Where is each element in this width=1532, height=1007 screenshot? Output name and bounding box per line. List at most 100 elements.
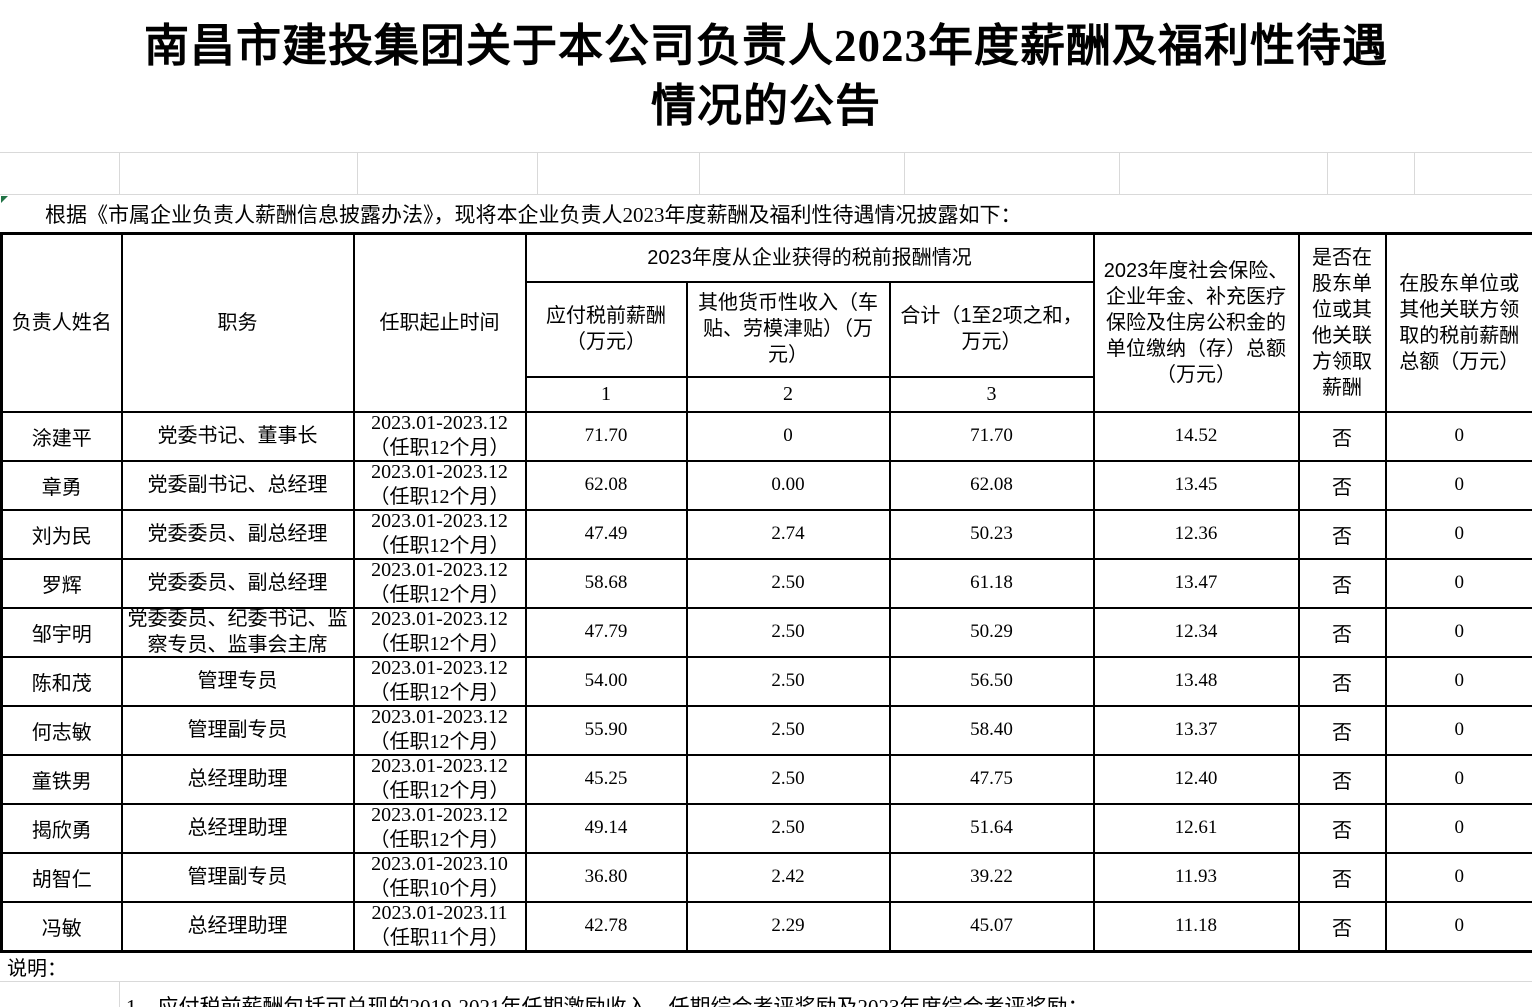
cell-shareholder-amount: 0: [1384, 704, 1532, 756]
cell-term: 2023.01-2023.12 （任职12个月）: [352, 557, 527, 609]
cell-shareholder-flag: 否: [1297, 410, 1387, 462]
empty-cell: [700, 153, 905, 194]
cell-shareholder-flag: 否: [1297, 655, 1387, 707]
cell-name: 邹宇明: [0, 606, 123, 658]
empty-cell: [120, 153, 358, 194]
table-row: 涂建平 党委书记、董事长 2023.01-2023.12 （任职12个月） 71.70…: [0, 410, 1532, 462]
cell-other-income: 0: [685, 410, 891, 462]
cell-total: 50.23: [888, 508, 1095, 560]
cell-name: 陈和茂: [0, 655, 123, 707]
cell-shareholder-amount: 0: [1384, 557, 1532, 609]
column-header-group-pretax: 2023年度从企业获得的税前报酬情况: [524, 232, 1095, 283]
cell-social-insurance: 11.93: [1092, 851, 1300, 903]
cell-total: 50.29: [888, 606, 1095, 658]
intro-text: 根据《市属企业负责人薪酬信息披露办法》，现将本企业负责人2023年度薪酬及福利性…: [45, 202, 1022, 227]
cell-term: 2023.01-2023.12 （任职12个月）: [352, 704, 527, 756]
cell-salary: 55.90: [524, 704, 688, 756]
cell-shareholder-flag: 否: [1297, 459, 1387, 511]
column-header-term: 任职起止时间: [352, 232, 527, 413]
table-row: 章勇 党委副书记、总经理 2023.01-2023.12 （任职12个月） 62.08…: [0, 459, 1532, 511]
cell-other-income: 2.50: [685, 557, 891, 609]
cell-social-insurance: 11.18: [1092, 900, 1300, 952]
cell-social-insurance: 13.45: [1092, 459, 1300, 511]
cell-other-income: 2.50: [685, 704, 891, 756]
cell-other-income: 2.42: [685, 851, 891, 903]
cell-shareholder-flag: 否: [1297, 606, 1387, 658]
column-header-other-income: 其他货币性收入（车贴、劳模津贴）（万元）: [685, 280, 891, 378]
column-header-total: 合计（1至2项之和，万元）: [888, 280, 1095, 378]
cell-position: 党委书记、董事长: [120, 410, 355, 462]
cell-shareholder-flag: 否: [1297, 851, 1387, 903]
cell-total: 58.40: [888, 704, 1095, 756]
cell-social-insurance: 13.47: [1092, 557, 1300, 609]
cell-social-insurance: 12.34: [1092, 606, 1300, 658]
cell-shareholder-amount: 0: [1384, 753, 1532, 805]
column-header-name: 负责人姓名: [0, 232, 123, 413]
cell-salary: 36.80: [524, 851, 688, 903]
column-header-social-insurance: 2023年度社会保险、企业年金、补充医疗保险及住房公积金的单位缴纳（存）总额（万…: [1092, 232, 1300, 413]
cell-total: 71.70: [888, 410, 1095, 462]
cell-salary: 54.00: [524, 655, 688, 707]
cell-social-insurance: 13.37: [1092, 704, 1300, 756]
cell-position: 党委委员、副总经理: [120, 557, 355, 609]
cell-social-insurance: 12.40: [1092, 753, 1300, 805]
cell-total: 51.64: [888, 802, 1095, 854]
empty-grid-row: [0, 152, 1532, 195]
cell-salary: 47.49: [524, 508, 688, 560]
cell-shareholder-flag: 否: [1297, 557, 1387, 609]
announcement-sheet: 负责人姓名 职务 任职起止时间 2023年度从企业获得的税前报酬情况 2023年…: [0, 232, 1532, 1007]
cell-term: 2023.01-2023.12 （任职12个月）: [352, 459, 527, 511]
cell-total: 39.22: [888, 851, 1095, 903]
table-row: 冯敏 总经理助理 2023.01-2023.11 （任职11个月） 42.78 2.29…: [0, 900, 1532, 952]
empty-cell: [0, 153, 120, 194]
cell-other-income: 2.50: [685, 753, 891, 805]
empty-cell: [358, 153, 538, 194]
cell-position: 总经理助理: [120, 753, 355, 805]
note-item-1: 1．应付税前薪酬包括可兑现的2019-2021年任期激励收入、任期综合考评奖励及…: [126, 994, 1089, 1007]
cell-position: 党委委员、纪委书记、监察专员、监事会主席: [120, 606, 355, 658]
cell-position: 总经理助理: [120, 900, 355, 952]
cell-other-income: 2.50: [685, 655, 891, 707]
cell-shareholder-flag: 否: [1297, 508, 1387, 560]
cell-total: 56.50: [888, 655, 1095, 707]
table-row: 陈和茂 管理专员 2023.01-2023.12 （任职12个月） 54.00 2.50…: [0, 655, 1532, 707]
cell-name: 刘为民: [0, 508, 123, 560]
table-row: 邹宇明 党委委员、纪委书记、监察专员、监事会主席 2023.01-2023.12 （…: [0, 606, 1532, 658]
notes-section: 说明： 1．应付税前薪酬包括可兑现的2019-2021年任期激励收入、任期综合考…: [0, 953, 1532, 1007]
cell-shareholder-amount: 0: [1384, 900, 1532, 952]
column-header-position: 职务: [120, 232, 355, 413]
cell-salary: 45.25: [524, 753, 688, 805]
cell-total: 62.08: [888, 459, 1095, 511]
cell-term: 2023.01-2023.11 （任职11个月）: [352, 900, 527, 952]
cell-position: 总经理助理: [120, 802, 355, 854]
cell-position: 党委副书记、总经理: [120, 459, 355, 511]
page-title-line1: 南昌市建投集团关于本公司负责人2023年度薪酬及福利性待遇: [143, 21, 1388, 71]
cell-name: 罗辉: [0, 557, 123, 609]
cell-shareholder-amount: 0: [1384, 851, 1532, 903]
cell-other-income: 0.00: [685, 459, 891, 511]
note-row: 1．应付税前薪酬包括可兑现的2019-2021年任期激励收入、任期综合考评奖励及…: [0, 981, 1532, 1007]
cell-shareholder-flag: 否: [1297, 900, 1387, 952]
cell-name: 胡智仁: [0, 851, 123, 903]
cell-salary: 71.70: [524, 410, 688, 462]
column-header-shareholder-flag: 是否在股东单位或其他关联方领取薪酬: [1297, 232, 1387, 413]
cell-name: 冯敏: [0, 900, 123, 952]
cell-position: 管理专员: [120, 655, 355, 707]
table-row: 罗辉 党委委员、副总经理 2023.01-2023.12 （任职12个月） 58.68…: [0, 557, 1532, 609]
table-row: 何志敏 管理副专员 2023.01-2023.12 （任职12个月） 55.90 2.5…: [0, 704, 1532, 756]
cell-name: 童铁男: [0, 753, 123, 805]
cell-shareholder-amount: 0: [1384, 655, 1532, 707]
cell-shareholder-amount: 0: [1384, 802, 1532, 854]
cell-position: 管理副专员: [120, 704, 355, 756]
cell-other-income: 2.74: [685, 508, 891, 560]
cell-name: 揭欣勇: [0, 802, 123, 854]
page-title-line2: 情况的公告: [650, 81, 881, 131]
cell-term: 2023.01-2023.12 （任职12个月）: [352, 753, 527, 805]
column-header-shareholder-amount: 在股东单位或其他关联方领取的税前薪酬总额（万元）: [1384, 232, 1532, 413]
note-spacer-cell: [0, 981, 120, 1007]
cell-social-insurance: 13.48: [1092, 655, 1300, 707]
column-number-3: 3: [888, 375, 1095, 413]
cell-salary: 58.68: [524, 557, 688, 609]
table-row: 胡智仁 管理副专员 2023.01-2023.10 （任职10个月） 36.80 2.4…: [0, 851, 1532, 903]
cell-social-insurance: 12.36: [1092, 508, 1300, 560]
